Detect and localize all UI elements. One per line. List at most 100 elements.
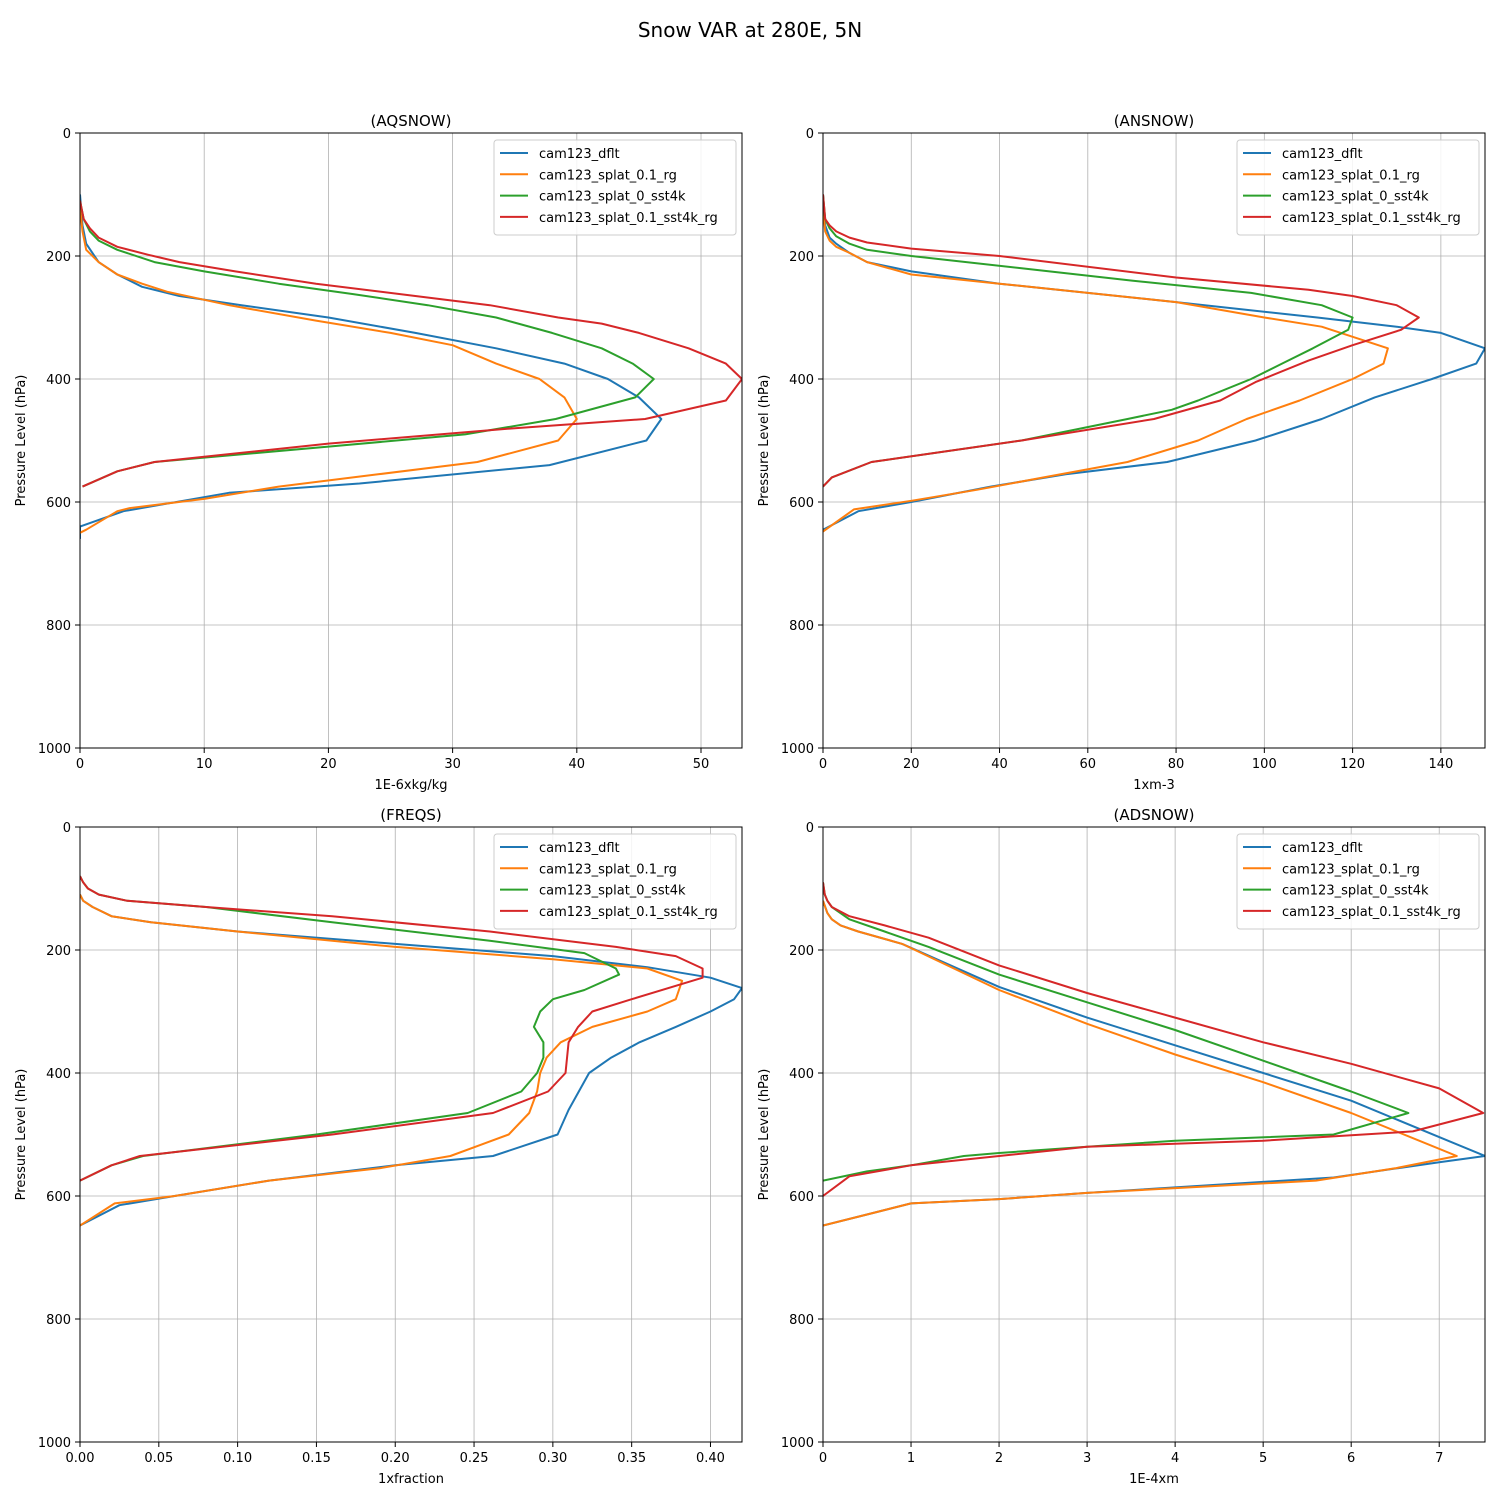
series-line-cam123_splat_0.1_sst4k_rg (823, 882, 1485, 1197)
x-tick-label: 40 (569, 757, 586, 772)
x-axis-label: 1E-6xkg/kg (374, 778, 447, 793)
x-tick-label: 0.00 (66, 1451, 95, 1466)
legend-box (1236, 139, 1480, 236)
y-tick-label: 1000 (38, 1436, 71, 1451)
y-tick-label: 600 (46, 496, 71, 511)
x-tick-label: 0.20 (381, 1451, 410, 1466)
series-line-cam123_splat_0_sst4k (80, 200, 655, 488)
y-axis-label: Pressure Level (hPa) (14, 375, 29, 507)
legend-label: cam123_dflt (539, 147, 620, 162)
y-tick-label: 800 (46, 619, 71, 634)
legend-label: cam123_splat_0.1_rg (539, 862, 677, 877)
x-tick-label: 120 (1340, 757, 1365, 772)
y-axis-label: Pressure Level (hPa) (14, 1069, 29, 1201)
x-tick-label: 80 (1168, 757, 1185, 772)
x-tick-label: 0 (76, 757, 84, 772)
x-tick-label: 4 (1171, 1451, 1179, 1466)
y-tick-label: 200 (789, 944, 814, 959)
chart-panel-1: 0 10 20 30 40 50 0 200 400 600 800 1000 (AQSNOW) 1E-6… (14, 112, 743, 793)
x-axis-label: 1xm-3 (1133, 778, 1175, 793)
series-group (823, 194, 1485, 533)
series-line-cam123_splat_0.1_rg (80, 894, 684, 1227)
y-axis-label: Pressure Level (hPa) (757, 1069, 772, 1201)
x-tick-label: 1 (907, 1451, 915, 1466)
legend-label: cam123_dflt (1282, 841, 1363, 856)
chart-title: (ANSNOW) (1114, 112, 1195, 130)
x-tick-label: 0 (819, 757, 827, 772)
x-tick-label: 0.35 (617, 1451, 646, 1466)
series-line-cam123_splat_0_sst4k (823, 194, 1354, 488)
legend-box (493, 833, 737, 930)
legend-label: cam123_dflt (1282, 147, 1363, 162)
legend-label: cam123_dflt (539, 841, 620, 856)
x-tick-label: 2 (995, 1451, 1003, 1466)
chart-panel-3: 0.00 0.05 0.10 0.15 0.20 0.25 0.30 0.35 0.40 0 200… (14, 806, 743, 1487)
legend-label: cam123_splat_0.1_sst4k_rg (1282, 211, 1461, 226)
legend-label: cam123_splat_0.1_sst4k_rg (1282, 905, 1461, 920)
series-line-cam123_splat_0.1_rg (823, 206, 1389, 533)
legend: cam123_dflt cam123_splat_0.1_rg cam123_spl… (1236, 833, 1480, 930)
x-tick-label: 140 (1428, 757, 1453, 772)
y-tick-label: 0 (63, 127, 71, 142)
chart-title: (FREQS) (380, 806, 442, 824)
x-tick-label: 0.30 (538, 1451, 567, 1466)
y-tick-label: 400 (46, 1067, 71, 1082)
x-tick-label: 0.25 (460, 1451, 489, 1466)
legend-box (1236, 833, 1480, 930)
chart-panel-2: 0 20 40 60 80 100 120 140 0 200 400 600 800 1000 (ANSN… (757, 112, 1486, 793)
y-tick-label: 200 (46, 250, 71, 265)
series-line-cam123_splat_0.1_sst4k_rg (823, 194, 1420, 488)
chart-panel-4: 0 1 2 3 4 5 6 7 0 200 400 600 800 1000 (ADSNOW) 1E-4xm P… (757, 806, 1486, 1487)
y-tick-label: 600 (46, 1190, 71, 1205)
series-line-cam123_splat_0.1_rg (80, 206, 578, 534)
x-axis-label: 1xfraction (378, 1472, 444, 1487)
y-tick-label: 0 (63, 821, 71, 836)
axes-frame (822, 132, 1486, 749)
chart-title: (ADSNOW) (1114, 806, 1195, 824)
x-tick-label: 10 (196, 757, 213, 772)
x-tick-label: 0 (819, 1451, 827, 1466)
legend: cam123_dflt cam123_splat_0.1_rg cam123_spl… (493, 833, 737, 930)
x-tick-label: 100 (1252, 757, 1277, 772)
y-tick-label: 1000 (38, 742, 71, 757)
series-line-cam123_splat_0.1_sst4k_rg (80, 875, 704, 1182)
chart-title: (AQSNOW) (371, 112, 452, 130)
legend-box (493, 139, 737, 236)
x-tick-label: 3 (1083, 1451, 1091, 1466)
x-tick-label: 20 (320, 757, 337, 772)
legend-label: cam123_splat_0.1_rg (1282, 168, 1420, 183)
y-tick-label: 0 (806, 821, 814, 836)
legend-label: cam123_splat_0.1_rg (539, 168, 677, 183)
legend-label: cam123_splat_0.1_rg (1282, 862, 1420, 877)
series-group (823, 882, 1485, 1227)
y-tick-label: 600 (789, 496, 814, 511)
legend: cam123_dflt cam123_splat_0.1_rg cam123_spl… (1236, 139, 1480, 236)
legend-label: cam123_splat_0_sst4k (539, 190, 686, 205)
series-line-cam123_splat_0.1_sst4k_rg (80, 200, 742, 488)
x-tick-label: 40 (991, 757, 1008, 772)
x-tick-label: 0.10 (223, 1451, 252, 1466)
x-tick-label: 7 (1435, 1451, 1443, 1466)
y-tick-label: 1000 (781, 742, 814, 757)
y-tick-label: 200 (789, 250, 814, 265)
series-group (80, 194, 742, 539)
y-axis-label: Pressure Level (hPa) (757, 375, 772, 507)
legend-label: cam123_splat_0_sst4k (539, 884, 686, 899)
y-tick-label: 200 (46, 944, 71, 959)
legend-label: cam123_splat_0.1_sst4k_rg (539, 905, 718, 920)
y-tick-label: 600 (789, 1190, 814, 1205)
x-tick-label: 60 (1080, 757, 1097, 772)
x-tick-label: 5 (1259, 1451, 1267, 1466)
x-axis-label: 1E-4xm (1129, 1472, 1179, 1487)
x-tick-label: 0.40 (696, 1451, 725, 1466)
y-tick-label: 800 (46, 1313, 71, 1328)
series-group (80, 875, 742, 1227)
axes-frame (79, 132, 743, 749)
legend-label: cam123_splat_0_sst4k (1282, 190, 1429, 205)
x-tick-label: 0.05 (144, 1451, 173, 1466)
x-tick-label: 20 (903, 757, 920, 772)
y-tick-label: 800 (789, 619, 814, 634)
figure-title: Snow VAR at 280E, 5N (638, 18, 862, 42)
y-tick-label: 800 (789, 1313, 814, 1328)
